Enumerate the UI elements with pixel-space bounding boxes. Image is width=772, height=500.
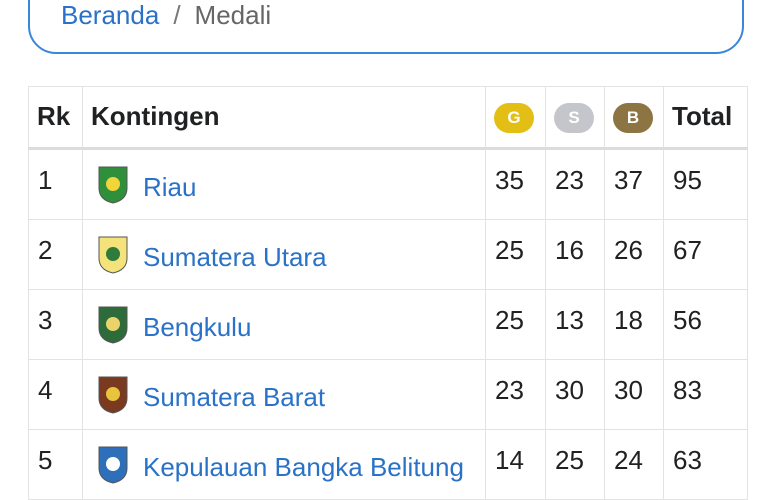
breadcrumb-text: Beranda / Medali <box>61 0 271 32</box>
table-row: 5 Kepulauan Bangka Belitung 14 25 24 63 <box>28 429 748 500</box>
table-body: 1 Riau 35 23 37 95 2 Sumatera Utara 25 16 26 67 3 Ben… <box>28 148 748 500</box>
table-cell: 4 <box>28 359 83 431</box>
table-cell: 18 <box>604 289 664 361</box>
contingent-link[interactable]: Sumatera Utara <box>143 242 327 273</box>
header-row: Rk Kontingen G S B Total <box>28 85 748 151</box>
contingent-link[interactable]: Kepulauan Bangka Belitung <box>143 452 464 483</box>
table-cell: 30 <box>545 359 605 431</box>
table-cell: 14 <box>485 429 546 500</box>
breadcrumb: Beranda / Medali <box>28 0 744 54</box>
table-cell: 1 <box>28 148 83 221</box>
header-cell: Total <box>663 85 748 151</box>
header-cell: B <box>604 85 664 151</box>
header-cell: G <box>485 85 546 151</box>
breadcrumb-current: Medali <box>194 0 272 30</box>
contingent-cell: Sumatera Barat <box>82 359 486 431</box>
contingent-link[interactable]: Riau <box>143 172 197 203</box>
header-cell: Kontingen <box>82 85 486 151</box>
table-cell: 37 <box>604 148 664 221</box>
emblem <box>98 376 128 414</box>
table-cell: 24 <box>604 429 664 500</box>
table-row: 1 Riau 35 23 37 95 <box>28 148 748 221</box>
emblem <box>98 236 128 274</box>
table-cell: 5 <box>28 429 83 500</box>
table-cell: 23 <box>485 359 546 431</box>
table-cell: 26 <box>604 219 664 291</box>
contingent-link[interactable]: Sumatera Barat <box>143 382 326 413</box>
table-row: 4 Sumatera Barat 23 30 30 83 <box>28 359 748 431</box>
table-row: 2 Sumatera Utara 25 16 26 67 <box>28 219 748 291</box>
contingent-cell: Bengkulu <box>82 289 486 361</box>
contingent-cell: Sumatera Utara <box>82 219 486 291</box>
emblem <box>98 166 128 204</box>
table-cell: 95 <box>663 148 748 221</box>
table-cell: 56 <box>663 289 748 361</box>
table-cell: 67 <box>663 219 748 291</box>
table-row: 3 Bengkulu 25 13 18 56 <box>28 289 748 361</box>
contingent-cell: Kepulauan Bangka Belitung <box>82 429 486 500</box>
medal-badge: S <box>554 103 594 134</box>
medal-badge: G <box>494 103 534 134</box>
page: {"breadcrumb": {"home": "Beranda", "sepa… <box>28 0 748 500</box>
table-cell: 23 <box>545 148 605 221</box>
table-cell: 35 <box>485 148 546 221</box>
medal-table: Rk Kontingen G S B Total 1 Riau 35 23 37 95 2 Sumate… <box>28 85 748 500</box>
table-cell: 25 <box>545 429 605 500</box>
medal-badge: B <box>613 103 653 134</box>
header-cell: S <box>545 85 605 151</box>
table-cell: 3 <box>28 289 83 361</box>
breadcrumb-home[interactable]: Beranda <box>61 0 160 30</box>
contingent-cell: Riau <box>82 148 486 221</box>
table-cell: 2 <box>28 219 83 291</box>
table-cell: 25 <box>485 219 546 291</box>
table-cell: 63 <box>663 429 748 500</box>
emblem <box>98 306 128 344</box>
table-cell: 13 <box>545 289 605 361</box>
table-cell: 30 <box>604 359 664 431</box>
header-cell: Rk <box>28 85 83 151</box>
emblem <box>98 446 128 484</box>
table-cell: 16 <box>545 219 605 291</box>
breadcrumb-separator: / <box>173 0 181 30</box>
table-cell: 83 <box>663 359 748 431</box>
table-cell: 25 <box>485 289 546 361</box>
contingent-link[interactable]: Bengkulu <box>143 312 252 343</box>
